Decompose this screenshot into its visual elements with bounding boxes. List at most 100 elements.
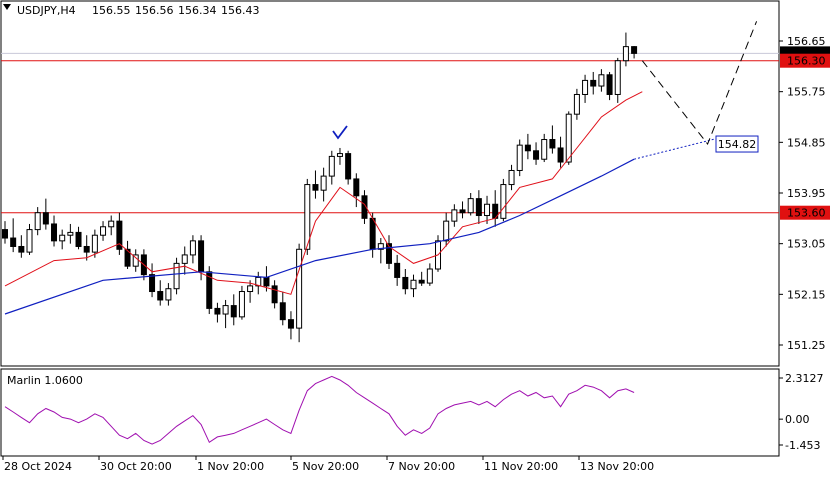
candle-body	[51, 223, 58, 242]
level-price-text: 153.60	[787, 207, 826, 220]
candle-body	[59, 234, 66, 242]
indicator-panel-border	[0, 368, 780, 457]
candle-body	[475, 198, 482, 217]
candle-body	[524, 144, 531, 152]
candle-body	[255, 276, 262, 287]
candle-body	[614, 60, 621, 95]
close-value: 156.43	[221, 4, 260, 17]
candle-body	[149, 274, 156, 293]
oscillator-tick-label: 0.00	[785, 413, 810, 426]
candle-body	[100, 226, 107, 236]
time-tick-label: 30 Oct 20:00	[100, 460, 172, 473]
candle-body	[230, 305, 237, 318]
candle-body	[279, 302, 286, 321]
candle-body	[26, 229, 33, 253]
slow-ma-line	[4, 158, 635, 315]
candle-body	[345, 153, 352, 180]
candle-body	[541, 139, 548, 160]
candle-body	[500, 184, 507, 219]
candle-body	[622, 46, 629, 62]
candle-body	[418, 279, 425, 284]
candle-body	[91, 234, 98, 253]
candle-body	[165, 288, 172, 301]
candle-body	[484, 203, 491, 217]
chart-header: USDJPY,H4 156.55 156.56 156.34 156.43	[3, 4, 260, 17]
candle-body	[312, 184, 319, 191]
time-tick-label: 11 Nov 20:00	[484, 460, 558, 473]
horizontal-levels	[1, 52, 779, 214]
candle-body	[238, 291, 245, 318]
candle-body	[304, 184, 311, 250]
candle-body	[83, 245, 90, 253]
time-tick-label: 28 Oct 2024	[4, 460, 72, 473]
candle-body	[353, 178, 360, 197]
candle-body	[75, 231, 82, 247]
candle-body	[181, 254, 188, 264]
candle-body	[377, 243, 384, 250]
time-tick-label: 5 Nov 20:00	[292, 460, 359, 473]
candle-body	[443, 220, 450, 242]
candle-body	[557, 147, 564, 163]
candle-body	[247, 285, 254, 293]
candle-body	[10, 237, 17, 247]
candle-body	[451, 209, 458, 222]
candles	[2, 32, 638, 343]
forecast-dashed-line	[641, 21, 758, 145]
price-tick-label: 153.95	[787, 187, 826, 200]
forecast-path: 154.82	[641, 21, 759, 153]
symbol-label: USDJPY,H4	[17, 4, 76, 17]
candle-body	[582, 79, 589, 95]
slow-ma-projection	[633, 136, 725, 160]
oscillator-panel	[4, 375, 635, 445]
candle-body	[173, 262, 180, 290]
price-tick-label: 151.25	[787, 339, 826, 352]
oscillator-line	[4, 375, 635, 445]
candle-body	[516, 144, 523, 171]
chart-frame	[0, 0, 780, 457]
open-value: 156.55	[92, 4, 131, 17]
target-box	[715, 135, 759, 153]
main-panel-border	[0, 0, 780, 367]
price-tick-label: 153.05	[787, 238, 826, 251]
candle-body	[598, 74, 605, 87]
level-price-tag	[780, 205, 830, 220]
time-axis: 28 Oct 2024 30 Oct 20:00 1 Nov 20:00 5 Nov …	[2, 456, 654, 473]
candle-body	[18, 245, 25, 253]
dropdown-triangle-icon[interactable]	[3, 4, 11, 10]
time-tick-label: 13 Nov 20:00	[580, 460, 654, 473]
candle-body	[385, 243, 392, 264]
candle-body	[631, 46, 638, 54]
candle-body	[573, 93, 580, 115]
candle-body	[361, 195, 368, 219]
candle-body	[42, 212, 49, 225]
candle-body	[132, 254, 139, 267]
candle-body	[263, 276, 270, 287]
price-tick-label: 152.15	[787, 288, 826, 301]
candle-body	[320, 175, 327, 191]
candle-body	[549, 139, 556, 149]
candle-body	[124, 248, 131, 267]
candle-body	[157, 291, 164, 301]
candle-body	[206, 271, 213, 309]
candle-body	[108, 220, 115, 228]
oscillator-tick-label: 2.3127	[785, 372, 824, 385]
target-label: 154.82	[718, 138, 757, 151]
indicator-label: Marlin 1.0600	[7, 374, 83, 387]
high-value: 156.56	[135, 4, 174, 17]
candle-body	[116, 220, 123, 250]
candle-body	[214, 307, 221, 315]
candle-body	[328, 155, 335, 177]
candle-body	[508, 169, 515, 186]
price-tick-label: 154.85	[787, 136, 826, 149]
candle-body	[34, 212, 41, 231]
level-price-text: 156.30	[787, 55, 826, 68]
candle-body	[533, 150, 540, 160]
candle-body	[189, 240, 196, 256]
candle-body	[606, 74, 613, 95]
candle-body	[296, 248, 303, 329]
candle-body	[222, 305, 229, 315]
candle-body	[426, 268, 433, 284]
candle-body	[271, 285, 278, 304]
candle-body	[336, 153, 343, 157]
